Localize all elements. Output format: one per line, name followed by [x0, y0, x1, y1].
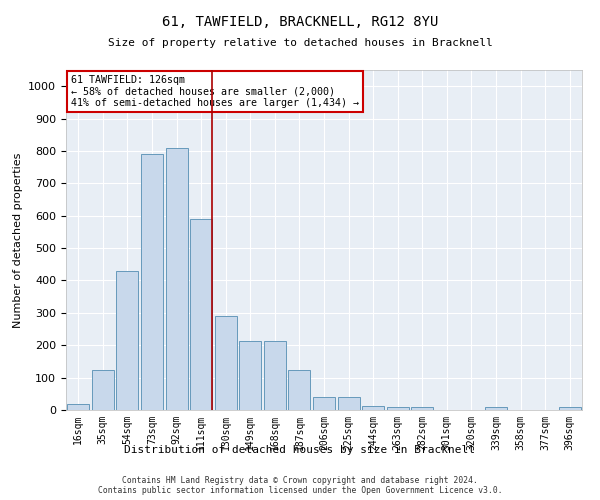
Bar	[166, 148, 188, 410]
Text: 61, TAWFIELD, BRACKNELL, RG12 8YU: 61, TAWFIELD, BRACKNELL, RG12 8YU	[162, 15, 438, 29]
Bar	[313, 397, 335, 410]
Bar	[338, 397, 359, 410]
Bar	[559, 407, 581, 410]
Text: Size of property relative to detached houses in Bracknell: Size of property relative to detached ho…	[107, 38, 493, 48]
Bar	[141, 154, 163, 410]
Bar	[362, 406, 384, 410]
Bar	[92, 370, 114, 410]
Bar	[289, 370, 310, 410]
Bar	[215, 316, 237, 410]
Y-axis label: Number of detached properties: Number of detached properties	[13, 152, 23, 328]
Bar	[239, 341, 262, 410]
Bar	[67, 404, 89, 410]
Text: Distribution of detached houses by size in Bracknell: Distribution of detached houses by size …	[125, 445, 476, 455]
Bar	[264, 341, 286, 410]
Text: Contains HM Land Registry data © Crown copyright and database right 2024.
Contai: Contains HM Land Registry data © Crown c…	[98, 476, 502, 495]
Bar	[485, 407, 507, 410]
Text: 61 TAWFIELD: 126sqm
← 58% of detached houses are smaller (2,000)
41% of semi-det: 61 TAWFIELD: 126sqm ← 58% of detached ho…	[71, 75, 359, 108]
Bar	[116, 271, 139, 410]
Bar	[411, 407, 433, 410]
Bar	[190, 219, 212, 410]
Bar	[386, 407, 409, 410]
